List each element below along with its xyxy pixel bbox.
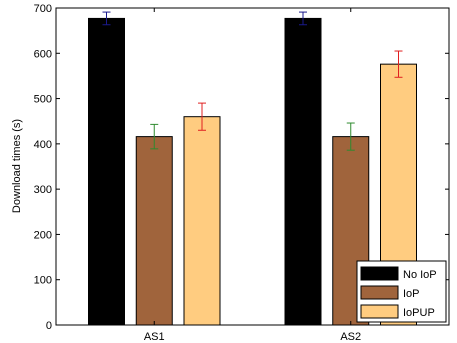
legend: No IoP IoP IoPUP	[356, 260, 447, 323]
legend-label: IoP	[403, 288, 420, 300]
bar	[284, 17, 322, 326]
bar	[135, 136, 173, 326]
legend-swatch	[360, 266, 399, 281]
bar	[183, 116, 221, 326]
legend-label: IoPUP	[403, 307, 435, 319]
y-tick-label: 400	[34, 139, 52, 151]
y-tick-label: 300	[34, 184, 52, 196]
y-tick-label: 700	[34, 3, 52, 15]
y-tick-label: 0	[46, 320, 52, 332]
x-tick-label: AS2	[340, 331, 361, 343]
legend-swatch	[360, 285, 399, 300]
y-axis-title: Download times (s)	[11, 119, 23, 213]
x-tick-label: AS1	[144, 331, 165, 343]
y-tick-label: 100	[34, 275, 52, 287]
y-tick-label: 500	[34, 94, 52, 106]
y-axis: 0 100 200 300 400 500 600 700	[34, 3, 449, 332]
bar	[88, 17, 125, 326]
error-bars	[102, 11, 403, 151]
y-tick-label: 200	[34, 229, 52, 241]
y-tick-label: 600	[34, 48, 52, 60]
x-axis: AS1 AS2	[144, 8, 361, 343]
legend-swatch	[360, 304, 399, 319]
legend-label: No IoP	[403, 269, 437, 281]
